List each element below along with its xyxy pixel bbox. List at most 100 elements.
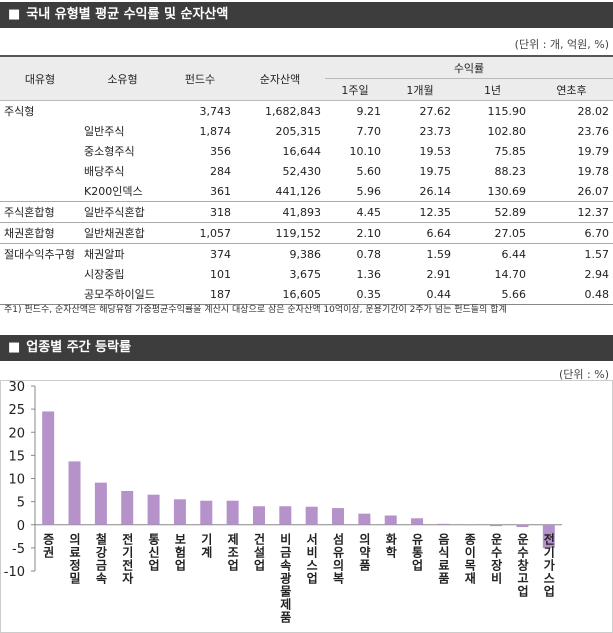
table-cell: 2.91 <box>426 267 452 281</box>
x-tick-label: 운수장비 <box>489 531 503 584</box>
unit-label: (단위 : %) <box>559 368 609 381</box>
table-cell: 0.35 <box>325 284 385 305</box>
table-cell: K200인덱스 <box>84 185 143 198</box>
bar <box>437 523 450 525</box>
bar <box>147 494 160 525</box>
table-cell: 배당주식 <box>84 165 125 178</box>
section-title: 국내 유형별 평균 수익률 및 순자산액 <box>26 7 229 22</box>
bar <box>200 500 213 525</box>
bar <box>42 411 55 525</box>
table-cell: 공모주하이일드 <box>80 284 165 305</box>
x-tick-label: 보험업 <box>173 532 187 571</box>
table-cell: 23.73 <box>419 124 452 138</box>
table-cell: 중소형주식 <box>84 145 135 158</box>
table-cell: 일반주식 <box>84 125 125 138</box>
table-cell: 88.23 <box>494 164 527 178</box>
header-cell: 수익률 <box>325 55 613 79</box>
table-cell: 16,605 <box>235 284 325 305</box>
table-cell <box>0 284 80 305</box>
table-cell <box>0 141 80 161</box>
header-cell: 펀드수 <box>165 55 235 101</box>
x-tick-label: 섬유의복 <box>331 531 345 584</box>
y-tick-label: 15 <box>8 449 25 464</box>
bar <box>516 524 529 528</box>
table-cell: 12.37 <box>530 201 613 223</box>
x-tick-label: 전기가스업 <box>542 531 556 597</box>
table-row: 절대수익추구형 채권알파 374 9,386 0.78 1.59 6.44 1.57 <box>0 243 613 264</box>
table-cell: 205,315 <box>275 124 322 138</box>
header-cell: 대유형 <box>0 55 80 101</box>
x-tick-label: 서비스업 <box>305 531 319 584</box>
bar <box>542 524 555 548</box>
table-cell: 1.57 <box>530 243 613 264</box>
x-tick-label: 철강금속 <box>94 531 108 584</box>
header-cell: 1년 <box>455 78 530 101</box>
bar <box>94 482 107 525</box>
table-cell: 9,386 <box>235 243 325 264</box>
table-cell: 9.21 <box>356 104 382 118</box>
table-cell: 1,874 <box>199 124 232 138</box>
table-row: 채권혼합형 일반채권혼합 1,057 119,152 2.10 6.64 27.05 6.70 <box>0 222 613 244</box>
table-cell: 16,644 <box>282 144 322 158</box>
table-cell: 채권혼합형 <box>0 222 80 244</box>
x-tick-label: 건설업 <box>252 531 266 571</box>
table-cell: 374 <box>165 243 235 264</box>
table-cell: 19.78 <box>577 164 610 178</box>
table-cell: 7.70 <box>356 124 382 138</box>
table-cell: 2.10 <box>325 222 385 244</box>
chart: -10 -5 0 5 10 15 20 25 30 증권 의료정밀 철강금속 전기전자 통신업 보험업 기계 제… <box>0 380 613 633</box>
bar <box>384 515 397 525</box>
y-tick-label: 30 <box>8 380 25 395</box>
table-row: 중소형주식 356 16,644 10.10 19.53 75.85 19.79 <box>0 141 613 161</box>
table-cell: 6.44 <box>455 243 530 264</box>
table-cell: 주식혼합형 <box>0 201 80 223</box>
y-tick-label: 5 <box>17 496 25 511</box>
table-cell: 절대수익추구형 <box>0 243 80 264</box>
bar <box>358 513 371 525</box>
table-cell <box>0 121 80 141</box>
bar <box>173 499 186 525</box>
table-cell: 5.66 <box>455 284 530 305</box>
table-cell: 6.64 <box>385 222 455 244</box>
section-title: 업종별 주간 등락률 <box>26 340 132 355</box>
table-cell: 0.48 <box>530 284 613 305</box>
bar <box>121 490 134 525</box>
table-cell: 27.62 <box>419 104 452 118</box>
x-tick-label: 제조업 <box>226 532 240 571</box>
table-cell: 10.10 <box>349 144 382 158</box>
table-cell: 주식형 <box>4 105 35 118</box>
y-tick-label: 25 <box>8 403 25 418</box>
bar <box>411 518 424 525</box>
table-cell: 0.44 <box>385 284 455 305</box>
table-cell <box>80 101 165 122</box>
x-tick-label: 유통업 <box>410 532 424 571</box>
x-tick-label: 의약품 <box>357 531 371 571</box>
bar <box>68 461 81 525</box>
table-cell: 14.70 <box>494 267 527 281</box>
header-cell: 1주일 <box>325 78 385 101</box>
table-cell: 채권알파 <box>80 243 165 264</box>
bar <box>279 506 292 525</box>
table-cell: 6.70 <box>530 222 613 244</box>
table-cell: 5.96 <box>356 184 382 198</box>
x-tick-label: 음식료품 <box>436 531 450 584</box>
table-cell: 3,743 <box>199 104 232 118</box>
table-cell: 19.53 <box>419 144 452 158</box>
x-tick-label: 전기전자 <box>120 531 134 584</box>
table-row: 배당주식 284 52,430 5.60 19.75 88.23 19.78 <box>0 161 613 181</box>
table-cell: 101 <box>210 267 231 281</box>
table-cell: 75.85 <box>494 144 527 158</box>
bar <box>332 508 345 525</box>
x-tick-label: 통신업 <box>147 531 161 571</box>
x-tick-label: 비금속광물제품 <box>278 531 292 623</box>
table-cell: 일반주식혼합 <box>80 201 165 223</box>
table-cell: 26.07 <box>577 184 610 198</box>
table-cell <box>0 161 80 181</box>
y-tick-label: -5 <box>12 542 25 557</box>
bar <box>490 524 503 527</box>
x-tick-label: 종이목재 <box>463 532 477 584</box>
table-row: 주식혼합형 일반주식혼합 318 41,893 4.45 12.35 52.89 12.37 <box>0 201 613 223</box>
table-cell: 52,430 <box>282 164 322 178</box>
table-row: 공모주하이일드 187 16,605 0.35 0.44 5.66 0.48 <box>0 284 613 305</box>
